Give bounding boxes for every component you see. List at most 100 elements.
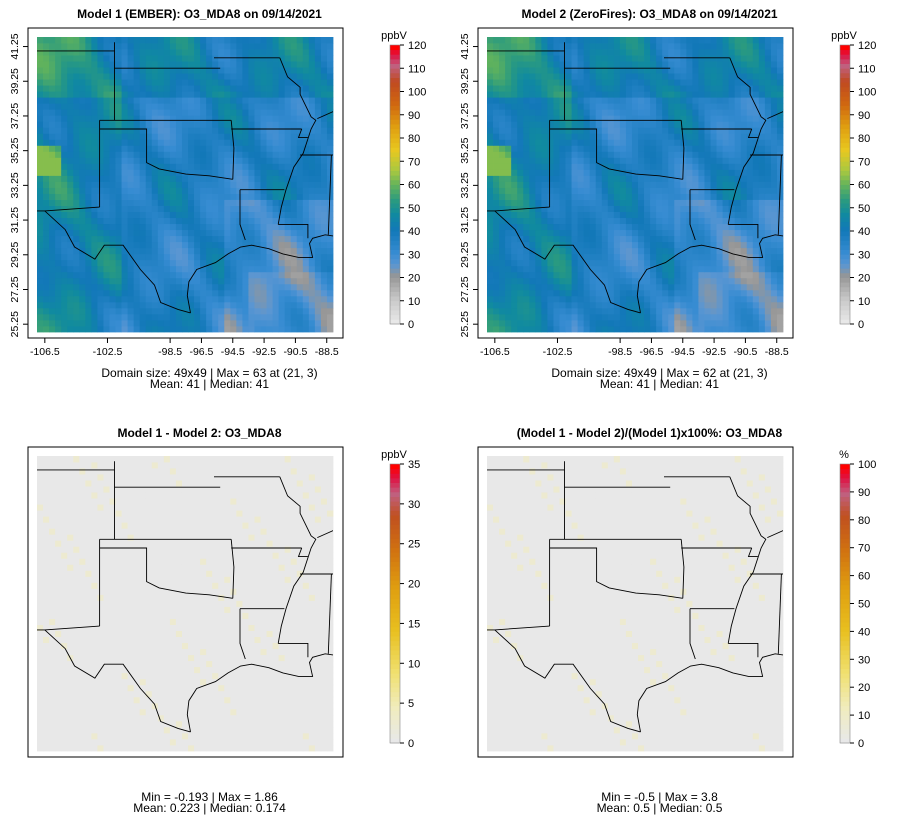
heatmap-cell: [686, 169, 693, 176]
heatmap-cell: [607, 133, 615, 140]
heatmap-cell: [61, 49, 68, 56]
heatmap-cell: [121, 67, 129, 74]
heatmap-cell: [493, 289, 500, 297]
heatmap-cell: [248, 223, 255, 231]
heatmap-cell: [49, 307, 56, 315]
heatmap-cell: [151, 199, 159, 206]
heatmap-cell: [248, 265, 255, 273]
heatmap-cell: [103, 115, 110, 122]
heatmap-cell: [583, 253, 591, 261]
heatmap-cell: [248, 127, 255, 134]
heatmap-cell: [200, 277, 207, 285]
heatmap-cell: [601, 169, 609, 176]
heatmap-cell: [115, 187, 122, 194]
heatmap-cell: [505, 229, 512, 237]
heatmap-cell: [157, 115, 165, 122]
heatmap-cell: [37, 181, 44, 188]
heatmap-cell: [85, 85, 92, 92]
heatmap-cell: [175, 271, 183, 279]
heatmap-cell: [55, 265, 62, 273]
heatmap-cell: [553, 325, 560, 333]
heatmap-cell: [194, 133, 201, 140]
heatmap-cell: [188, 301, 195, 309]
heatmap-cell: [686, 73, 693, 80]
heatmap-cell: [601, 175, 609, 182]
heatmap-cell: [151, 151, 159, 158]
heatmap-cell: [326, 217, 334, 225]
heatmap-cell: [67, 145, 74, 152]
heatmap-cell: [776, 301, 784, 309]
heatmap-cell: [710, 145, 717, 152]
heatmap-cell: [631, 37, 639, 44]
heatmap-cell: [638, 43, 645, 50]
heatmap-cell: [680, 103, 687, 110]
heatmap-cell: [752, 139, 760, 146]
heatmap-cell: [320, 133, 328, 140]
heatmap-cell: [49, 115, 56, 122]
heatmap-cell: [169, 109, 177, 116]
heatmap-cell: [133, 163, 141, 170]
heatmap-cell: [758, 187, 766, 194]
heatmap-cell: [121, 157, 129, 164]
heatmap-cell: [692, 217, 699, 225]
heatmap-cell: [127, 289, 135, 297]
heatmap-cell: [242, 103, 249, 110]
heatmap-cell: [613, 85, 621, 92]
heatmap-cell: [61, 199, 68, 206]
heatmap-cell: [577, 289, 585, 297]
heatmap-cell: [577, 313, 585, 321]
heatmap-cell: [272, 187, 280, 194]
heatmap-cell: [752, 217, 760, 225]
heatmap-cell: [692, 223, 699, 231]
heatmap-cell: [752, 241, 760, 249]
heatmap-cell: [212, 223, 219, 231]
heatmap-cell: [716, 91, 723, 98]
heatmap-cell: [517, 247, 524, 255]
heatmap-cell: [79, 229, 86, 237]
heatmap-cell: [752, 259, 760, 267]
heatmap-cell: [230, 49, 237, 56]
heatmap-cell: [200, 259, 207, 267]
heatmap-cell: [577, 121, 585, 128]
heatmap-cell: [577, 283, 585, 291]
heatmap-cell: [145, 265, 153, 273]
heatmap-cell: [67, 151, 74, 158]
heatmap-cell: [73, 295, 80, 303]
heatmap-cell: [704, 109, 711, 116]
heatmap-cell: [151, 127, 159, 134]
heatmap-cell: [314, 55, 322, 62]
heatmap-cell: [734, 187, 742, 194]
heatmap-cell: [728, 325, 736, 333]
heatmap-cell: [559, 283, 566, 291]
heatmap-cell: [752, 37, 760, 44]
heatmap-cell: [103, 67, 110, 74]
heatmap-cell: [109, 199, 116, 206]
heatmap-cell: [302, 253, 310, 261]
heatmap-cell: [668, 49, 675, 56]
heatmap-cell: [758, 301, 766, 309]
heatmap-cell: [272, 217, 280, 225]
heatmap-cell: [37, 145, 44, 152]
heatmap-cell: [302, 115, 310, 122]
heatmap-cell: [109, 67, 116, 74]
heatmap-cell: [61, 217, 68, 225]
heatmap-cell: [181, 223, 189, 231]
heatmap-cell: [680, 181, 687, 188]
heatmap-cell: [115, 151, 122, 158]
plot-frame: [27, 27, 344, 339]
heatmap-cell: [728, 109, 736, 116]
heatmap-cell: [613, 199, 621, 206]
heatmap-cell: [188, 55, 195, 62]
heatmap-cell: [625, 193, 633, 200]
heatmap-cell: [758, 97, 766, 104]
heatmap-cell: [73, 193, 80, 200]
heatmap-cell: [613, 37, 621, 44]
heatmap-cell: [326, 265, 334, 273]
heatmap-cell: [571, 301, 579, 309]
heatmap-cell: [758, 157, 766, 164]
heatmap-cell: [698, 103, 705, 110]
heatmap-cell: [218, 43, 225, 50]
heatmap-cell: [248, 79, 255, 86]
heatmap-cell: [284, 115, 292, 122]
heatmap-cell: [284, 265, 292, 273]
